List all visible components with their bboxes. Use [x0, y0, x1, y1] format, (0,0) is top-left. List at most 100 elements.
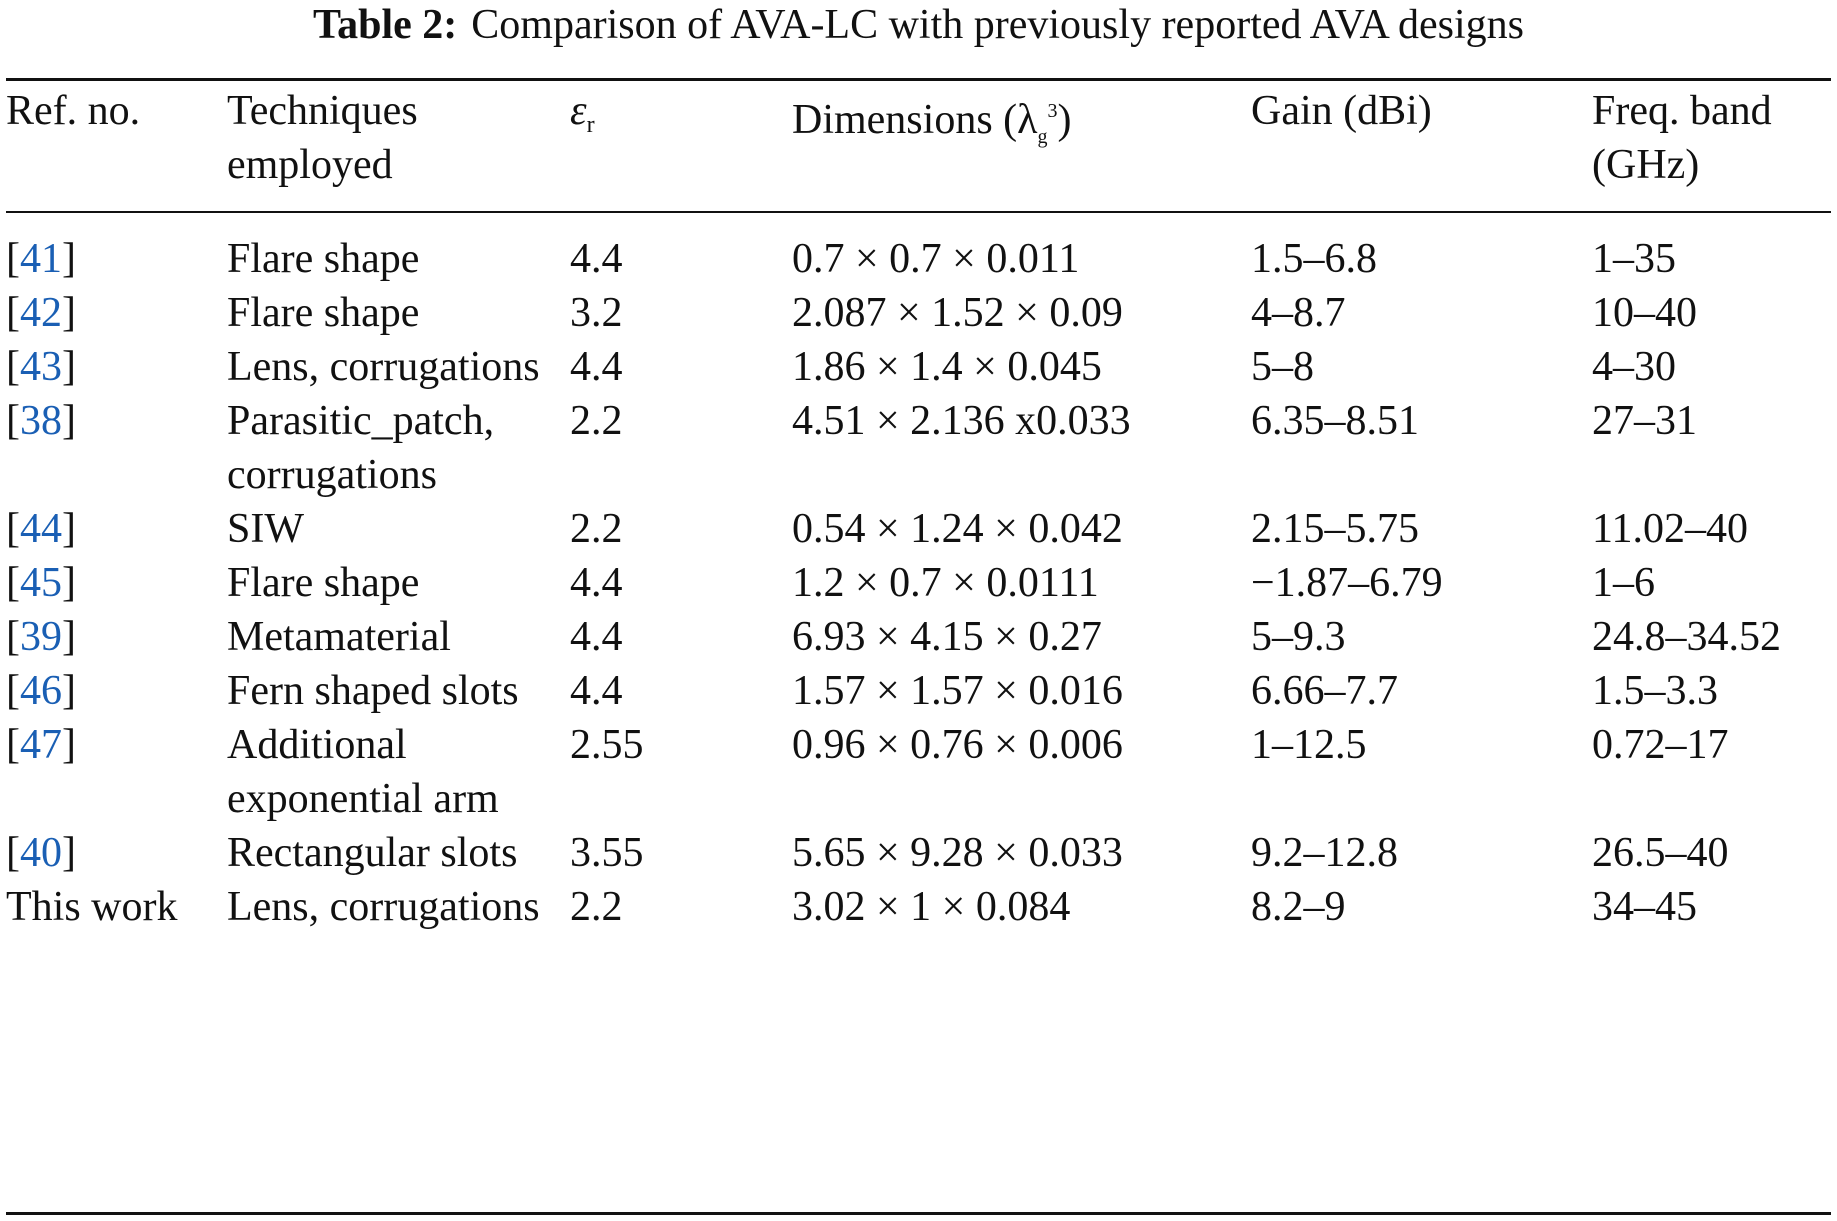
freq-band-cell: 24.8–34.52 — [1592, 614, 1781, 660]
dimensions-cell: 0.7 × 0.7 × 0.011 — [792, 236, 1080, 282]
ref-cell: [41] — [6, 236, 76, 282]
gain-cell: 1–12.5 — [1251, 722, 1367, 768]
reference-link[interactable]: 47 — [20, 722, 62, 768]
table-header: Ref. no. Techniques employed εr Dimensio… — [6, 84, 1831, 211]
freq-band-cell: 26.5–40 — [1592, 830, 1729, 876]
reference-link[interactable]: 46 — [20, 668, 62, 714]
dimensions-cell: 1.57 × 1.57 × 0.016 — [792, 668, 1123, 714]
permittivity-cell: 2.2 — [570, 884, 623, 930]
dimensions-cell: 4.51 × 2.136 x0.033 — [792, 398, 1131, 444]
header-ref-no: Ref. no. — [6, 88, 141, 134]
gain-cell: 6.66–7.7 — [1251, 668, 1398, 714]
technique-cell: Lens, corrugations — [227, 884, 540, 930]
permittivity-cell: 2.2 — [570, 398, 623, 444]
technique-cell: Flare shape — [227, 236, 420, 282]
ref-cell: [44] — [6, 506, 76, 552]
table-bottom-rule — [6, 1212, 1831, 1215]
technique-cell: SIW — [227, 506, 304, 552]
technique-cell: Rectangular slots — [227, 830, 518, 876]
permittivity-cell: 4.4 — [570, 236, 623, 282]
permittivity-cell: 4.4 — [570, 344, 623, 390]
permittivity-cell: 3.2 — [570, 290, 623, 336]
header-freq-band: Freq. band (GHz) — [1592, 84, 1831, 211]
comparison-table: Ref. no. Techniques employed εr Dimensio… — [6, 84, 1831, 934]
table-row: [43] Lens, corrugations 4.4 1.86 × 1.4 ×… — [6, 340, 1831, 394]
reference-link[interactable]: 41 — [20, 236, 62, 282]
gain-cell: 6.35–8.51 — [1251, 398, 1419, 444]
ref-cell: [45] — [6, 560, 76, 606]
freq-band-cell: 10–40 — [1592, 290, 1697, 336]
dimensions-suffix: ) — [1057, 97, 1072, 143]
gain-cell: 2.15–5.75 — [1251, 506, 1419, 552]
table-caption-text: Comparison of AVA-LC with previously rep… — [471, 2, 1525, 48]
ref-cell: This work — [6, 884, 178, 930]
technique-cell: Additional exponential arm — [227, 722, 499, 822]
ref-cell: [39] — [6, 614, 76, 660]
dimensions-cell: 0.96 × 0.76 × 0.006 — [792, 722, 1123, 768]
lambda-subscript: g — [1037, 126, 1048, 148]
table-header-rule — [6, 211, 1831, 213]
table-row: [41] Flare shape 4.4 0.7 × 0.7 × 0.011 1… — [6, 211, 1831, 286]
freq-band-cell: 34–45 — [1592, 884, 1697, 930]
permittivity-cell: 4.4 — [570, 614, 623, 660]
header-techniques-line1: Techniques — [227, 88, 418, 134]
technique-cell: Flare shape — [227, 560, 420, 606]
dimensions-prefix: Dimensions ( — [792, 97, 1018, 143]
permittivity-cell: 4.4 — [570, 560, 623, 606]
lambda-symbol: λ — [1017, 97, 1038, 143]
header-freq-line2: (GHz) — [1592, 142, 1700, 188]
table-row: [40] Rectangular slots 3.55 5.65 × 9.28 … — [6, 826, 1831, 880]
gain-cell: 1.5–6.8 — [1251, 236, 1377, 282]
header-techniques-line2: employed — [227, 142, 393, 188]
ref-cell: [43] — [6, 344, 76, 390]
header-dimensions: Dimensions (λg 3) — [792, 84, 1251, 211]
permittivity-cell: 2.2 — [570, 506, 623, 552]
table-row: [45] Flare shape 4.4 1.2 × 0.7 × 0.0111 … — [6, 556, 1831, 610]
gain-cell: 4–8.7 — [1251, 290, 1346, 336]
dimensions-cell: 1.2 × 0.7 × 0.0111 — [792, 560, 1099, 606]
ref-cell: [47] — [6, 722, 76, 768]
gain-cell: 9.2–12.8 — [1251, 830, 1398, 876]
table-row: [38] Parasitic_patch, corrugations 2.2 4… — [6, 394, 1831, 502]
freq-band-cell: 1.5–3.3 — [1592, 668, 1718, 714]
dimensions-cell: 0.54 × 1.24 × 0.042 — [792, 506, 1123, 552]
reference-link[interactable]: 44 — [20, 506, 62, 552]
dimensions-cell: 6.93 × 4.15 × 0.27 — [792, 614, 1102, 660]
reference-link[interactable]: 40 — [20, 830, 62, 876]
table-row-this-work: This work Lens, corrugations 2.2 3.02 × … — [6, 880, 1831, 934]
technique-cell: Flare shape — [227, 290, 420, 336]
header-techniques: Techniques employed — [227, 84, 570, 211]
reference-link[interactable]: 39 — [20, 614, 62, 660]
dimensions-cell: 2.087 × 1.52 × 0.09 — [792, 290, 1123, 336]
table-row: [42] Flare shape 3.2 2.087 × 1.52 × 0.09… — [6, 286, 1831, 340]
gain-cell: 5–8 — [1251, 344, 1314, 390]
gain-cell: 8.2–9 — [1251, 884, 1346, 930]
technique-cell: Lens, corrugations — [227, 344, 540, 390]
technique-cell: Metamaterial — [227, 614, 451, 660]
freq-band-cell: 27–31 — [1592, 398, 1697, 444]
gain-cell: 5–9.3 — [1251, 614, 1346, 660]
table-caption-label: Table 2: — [312, 2, 458, 48]
permittivity-cell: 2.55 — [570, 722, 644, 768]
dimensions-cell: 1.86 × 1.4 × 0.045 — [792, 344, 1102, 390]
table-row: [46] Fern shaped slots 4.4 1.57 × 1.57 ×… — [6, 664, 1831, 718]
reference-link[interactable]: 38 — [20, 398, 62, 444]
reference-link[interactable]: 43 — [20, 344, 62, 390]
permittivity-cell: 3.55 — [570, 830, 644, 876]
table-top-rule — [6, 78, 1831, 81]
ref-cell: [38] — [6, 398, 76, 444]
table-row: [47] Additional exponential arm 2.55 0.9… — [6, 718, 1831, 826]
lambda-superscript: 3 — [1047, 100, 1058, 122]
freq-band-cell: 0.72–17 — [1592, 722, 1729, 768]
gain-cell: −1.87–6.79 — [1251, 560, 1443, 606]
reference-link[interactable]: 42 — [20, 290, 62, 336]
freq-band-cell: 1–6 — [1592, 560, 1655, 606]
reference-link[interactable]: 45 — [20, 560, 62, 606]
header-row: Ref. no. Techniques employed εr Dimensio… — [6, 84, 1831, 211]
dimensions-cell: 3.02 × 1 × 0.084 — [792, 884, 1071, 930]
permittivity-cell: 4.4 — [570, 668, 623, 714]
technique-cell: Fern shaped slots — [227, 668, 519, 714]
table-row: [39] Metamaterial 4.4 6.93 × 4.15 × 0.27… — [6, 610, 1831, 664]
freq-band-cell: 4–30 — [1592, 344, 1676, 390]
table-caption: Table 2: Comparison of AVA-LC with previo… — [0, 0, 1837, 50]
